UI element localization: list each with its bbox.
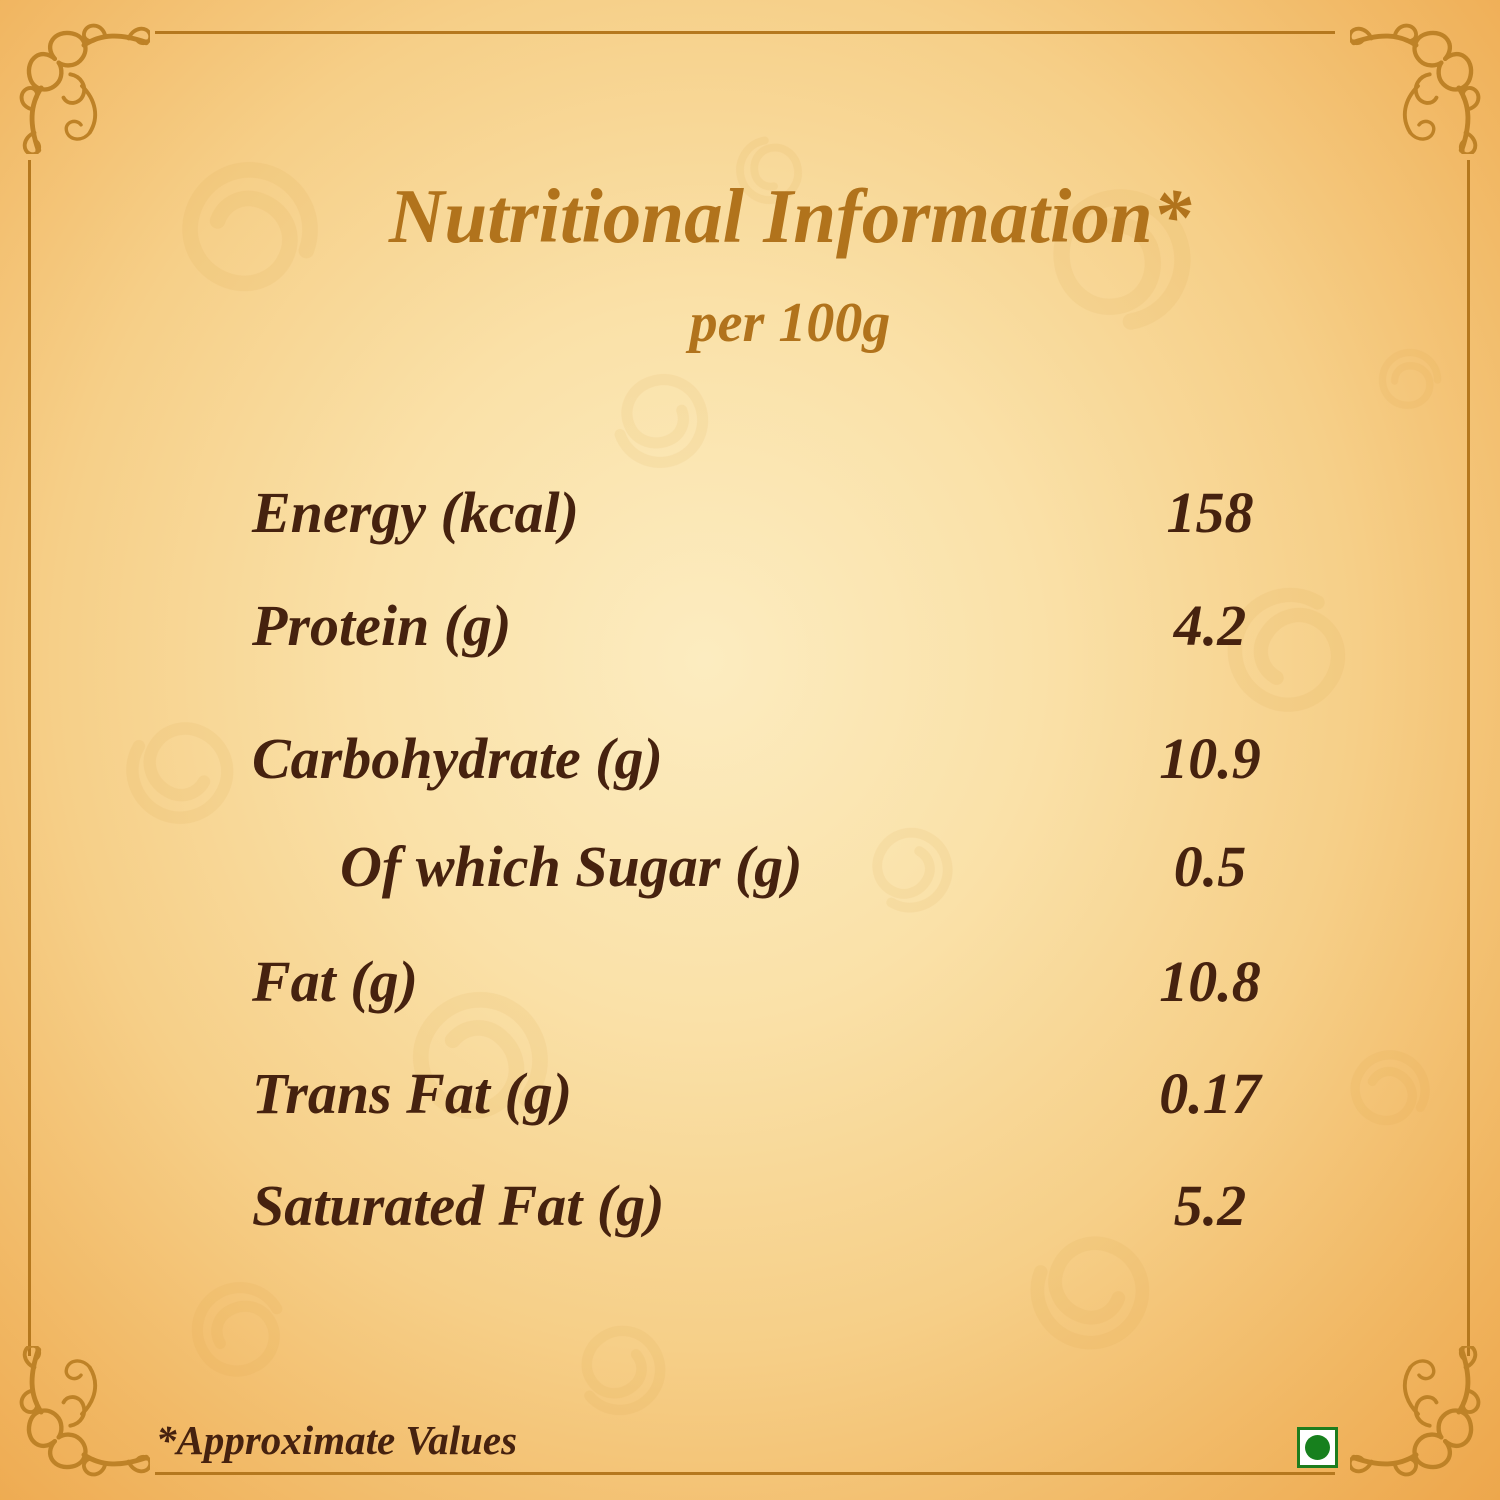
nutrient-label-saturated-fat: Saturated Fat (g) bbox=[252, 1173, 665, 1238]
approximate-values-footnote: *Approximate Values bbox=[156, 1417, 518, 1463]
nutrient-label-fat: Fat (g) bbox=[252, 949, 418, 1014]
nutrient-value-saturated-fat: 5.2 bbox=[1173, 1173, 1247, 1238]
page-title: Nutritional Information* bbox=[388, 173, 1192, 259]
nutrient-label-sugar: Of which Sugar (g) bbox=[340, 834, 803, 899]
nutrient-label-energy: Energy (kcal) bbox=[252, 480, 579, 545]
nutrient-value-carbohydrate: 10.9 bbox=[1159, 726, 1261, 791]
nutrient-value-sugar: 0.5 bbox=[1173, 834, 1247, 899]
nutrient-value-energy: 158 bbox=[1166, 480, 1254, 545]
corner-ornament-bottom-right bbox=[1350, 1346, 1486, 1482]
border-bottom bbox=[155, 1472, 1335, 1475]
border-right bbox=[1467, 160, 1470, 1356]
nutrient-value-trans-fat: 0.17 bbox=[1159, 1061, 1261, 1126]
nutrient-label-protein: Protein (g) bbox=[252, 593, 512, 658]
corner-ornament-top-right bbox=[1350, 18, 1486, 154]
corner-ornament-top-left bbox=[14, 18, 150, 154]
corner-ornament-bottom-left bbox=[14, 1346, 150, 1482]
vegetarian-dot-icon bbox=[1305, 1435, 1330, 1460]
nutrient-label-trans-fat: Trans Fat (g) bbox=[252, 1061, 573, 1126]
border-top bbox=[155, 31, 1335, 34]
vegetarian-mark-icon bbox=[1297, 1427, 1338, 1468]
nutrient-value-fat: 10.8 bbox=[1159, 949, 1261, 1014]
nutrient-label-carbohydrate: Carbohydrate (g) bbox=[252, 726, 663, 791]
serving-size: per 100g bbox=[689, 292, 891, 354]
nutrient-value-protein: 4.2 bbox=[1173, 593, 1247, 658]
border-left bbox=[28, 160, 31, 1356]
